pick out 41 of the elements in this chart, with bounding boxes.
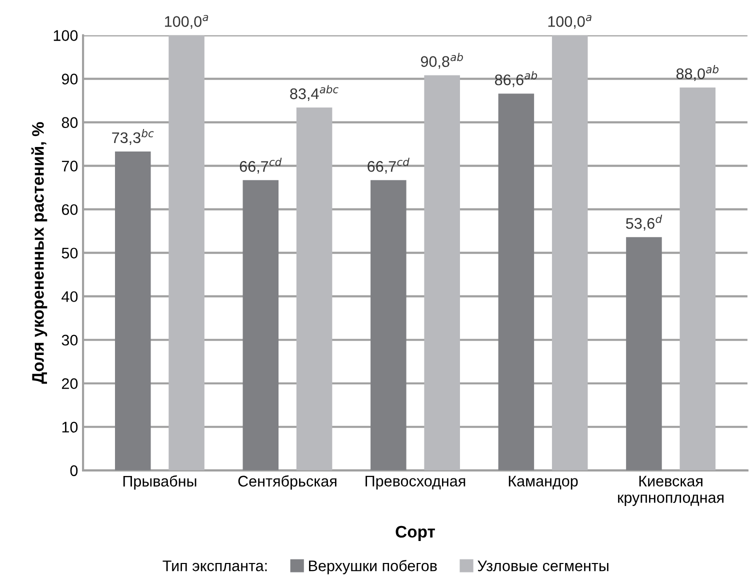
- y-tick-label: 90: [62, 74, 78, 84]
- bar: [114, 151, 151, 470]
- data-label: 53,6$^{d}$: [626, 214, 662, 231]
- data-label: 83,4$^{abc}$: [290, 85, 338, 101]
- x-tick-label: Сентябрьская: [238, 475, 336, 490]
- bar: [296, 108, 332, 470]
- y-tick-label: 0: [70, 465, 78, 476]
- data-label: 88,0$^{ab}$: [676, 65, 718, 81]
- y-tick-label: 50: [62, 248, 78, 259]
- y-axis-title: Доля укорененных растений, %: [31, 122, 48, 384]
- y-tick-label: 30: [62, 334, 78, 346]
- legend-title: Тип экспланта:: [162, 560, 267, 572]
- x-tick-label: Превосходная: [366, 476, 466, 490]
- data-label: 90,8$^{ab}$: [420, 52, 463, 69]
- bar: [424, 75, 460, 470]
- data-label: 86,6$^{ab}$: [495, 71, 538, 88]
- bar: [242, 180, 279, 470]
- data-label: 100,0$^{a}$: [548, 14, 592, 29]
- y-tick-label: 70: [62, 160, 78, 172]
- data-label: 73,3$^{bc}$: [112, 129, 154, 145]
- y-tick-label: 10: [62, 422, 78, 433]
- bar: [498, 94, 534, 470]
- data-label: 66,7$^{cd}$: [368, 158, 410, 174]
- y-tick-label: 100: [54, 30, 78, 41]
- x-tick-label: Прывабны: [123, 475, 196, 490]
- bar: [680, 87, 716, 470]
- bar: [552, 35, 588, 470]
- y-tick-label: 20: [62, 378, 78, 390]
- y-tick-label: 40: [62, 291, 78, 302]
- data-label: 100,0$^{a}$: [165, 14, 208, 29]
- y-tick-label: 80: [62, 117, 78, 128]
- y-tick-label: 60: [62, 204, 78, 216]
- bar: [370, 180, 406, 470]
- x-axis-title: Сорт: [396, 526, 435, 541]
- x-tick-label: Киевская крупноплодная: [618, 476, 724, 506]
- legend-label: Верхушки побегов: [309, 560, 437, 574]
- x-tick-label: Камандор: [508, 476, 578, 490]
- bar: [626, 237, 662, 470]
- legend-label: Узловые сегменты: [478, 560, 608, 572]
- data-label: 66,7$^{cd}$: [240, 158, 282, 174]
- bar: [168, 35, 204, 470]
